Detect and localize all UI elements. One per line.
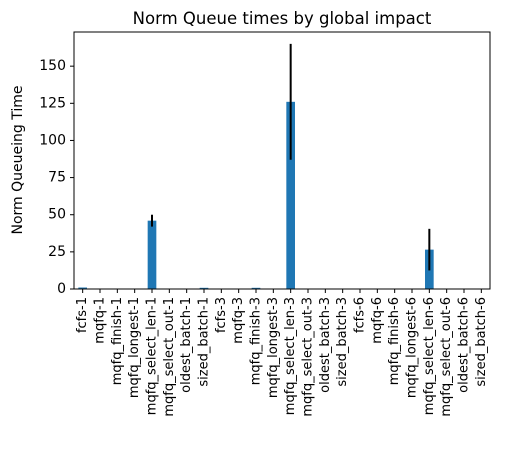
x-tick-label: mqfq-1 <box>93 297 108 344</box>
x-tick-label: mqfq_select_len-3 <box>283 297 298 415</box>
x-tick-label: sized_batch-1 <box>197 297 212 387</box>
x-tick-label: mqfq_finish-3 <box>249 297 264 385</box>
x-tick-label: mqfq_select_out-6 <box>439 297 454 417</box>
bar-fcfs-1 <box>78 287 87 289</box>
x-axis: fcfs-1 mqfq-1 mqfq_finish-1 mqfq_longest-1 m… <box>75 289 489 417</box>
y-tick-label: 125 <box>39 95 66 111</box>
x-tick-label: mqfq_longest-6 <box>405 297 420 398</box>
x-tick-label: mqfq_select_len-6 <box>422 297 437 415</box>
y-axis: 0 25 50 75 100 125 150 <box>39 58 74 297</box>
bar-mqfq_select_len-3 <box>286 101 295 290</box>
x-tick-label: mqfq_select_len-1 <box>145 297 160 415</box>
x-tick-label: sized_batch-3 <box>335 297 350 387</box>
x-tick-label: mqfq_finish-6 <box>387 297 402 385</box>
x-tick-label: oldest_batch-1 <box>179 297 194 393</box>
x-tick-label: fcfs-3 <box>214 297 229 333</box>
bars <box>78 101 486 290</box>
chart-title: Norm Queue times by global impact <box>133 9 432 28</box>
x-tick-label: mqfq_select_out-1 <box>162 297 177 417</box>
y-axis-label: Norm Queueing Time <box>10 86 26 235</box>
x-tick-label: sized_batch-6 <box>474 297 489 387</box>
x-tick-label: oldest_batch-3 <box>318 297 333 393</box>
bar-sized_batch-1 <box>199 287 209 289</box>
y-tick-label: 150 <box>39 58 66 74</box>
x-tick-label: mqfq-3 <box>231 297 246 344</box>
x-tick-label: oldest_batch-6 <box>457 297 472 393</box>
x-tick-label: fcfs-1 <box>75 297 90 333</box>
error-bars <box>151 43 431 271</box>
x-tick-label: mqfq_longest-1 <box>127 297 142 398</box>
x-tick-label: mqfq_select_out-3 <box>301 297 316 417</box>
bar-mqfq_finish-3 <box>251 287 261 289</box>
y-tick-label: 75 <box>48 170 66 186</box>
y-tick-label: 50 <box>48 207 66 223</box>
y-tick-label: 25 <box>48 244 66 260</box>
x-tick-label: mqfq_finish-1 <box>110 297 125 385</box>
plot-frame <box>73 31 491 290</box>
y-tick-label: 100 <box>39 132 66 148</box>
bar-mqfq_select_len-1 <box>147 220 157 289</box>
y-tick-label: 0 <box>57 281 66 297</box>
x-tick-label: mqfq-6 <box>370 297 385 344</box>
x-tick-label: fcfs-6 <box>353 297 368 333</box>
x-tick-label: mqfq_longest-3 <box>266 297 281 398</box>
